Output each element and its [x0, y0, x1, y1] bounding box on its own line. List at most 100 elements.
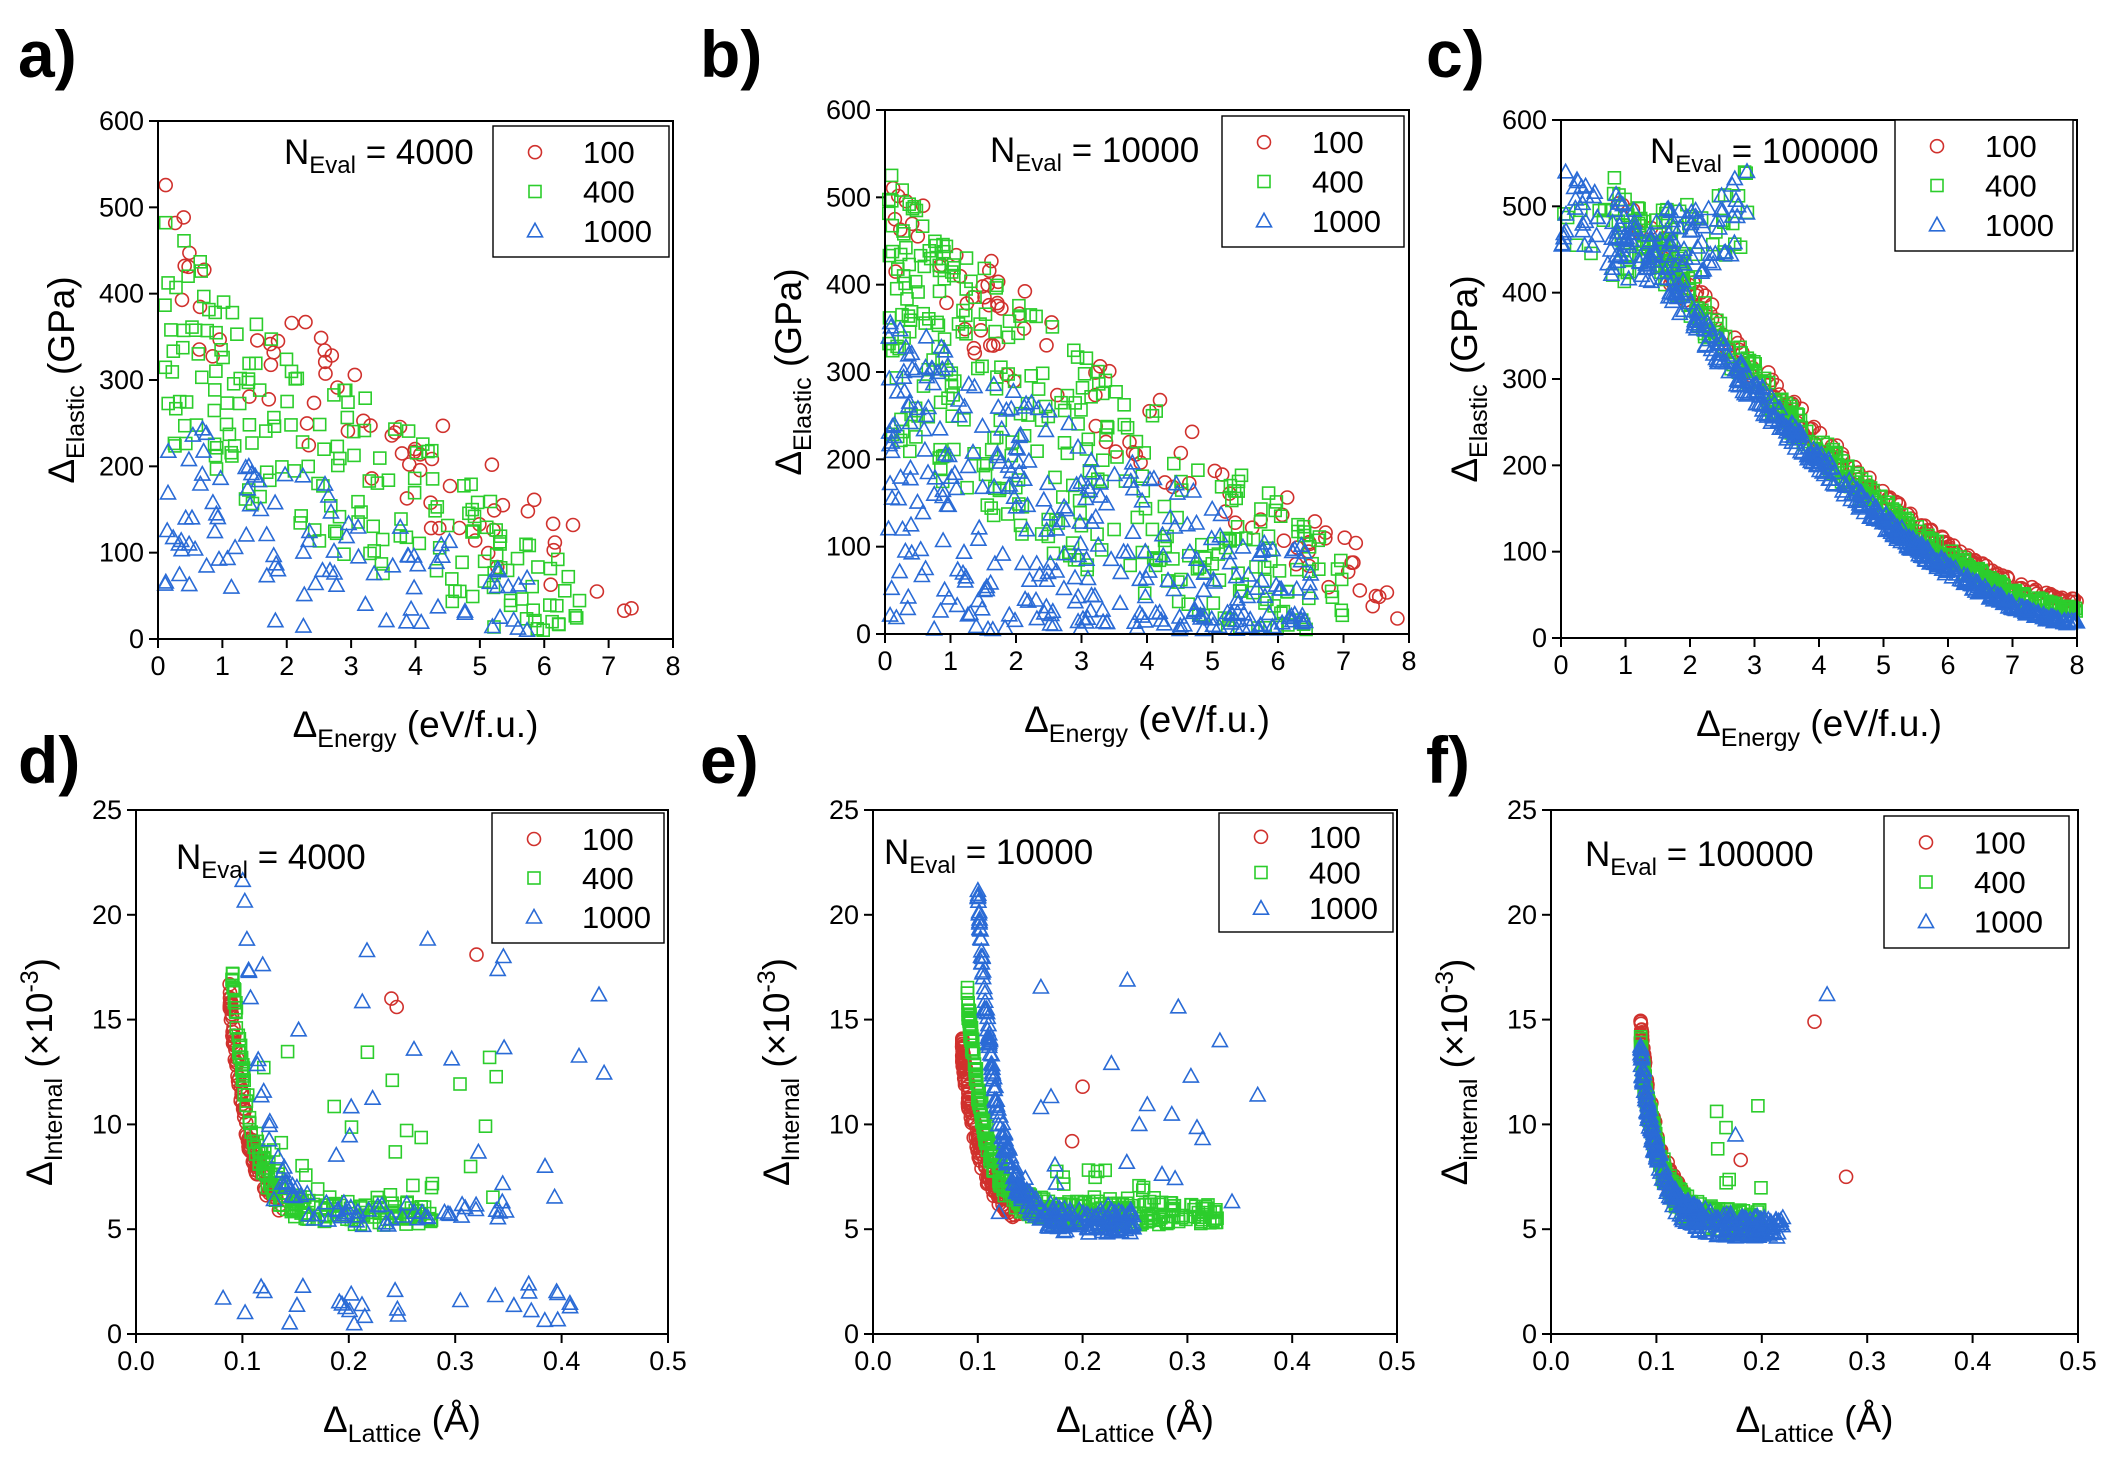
data-point: [462, 506, 476, 521]
data-point: [519, 1274, 538, 1291]
legend-marker: [527, 144, 543, 160]
data-point: [1222, 603, 1241, 620]
data-point: [1711, 200, 1730, 217]
data-point: [341, 395, 355, 410]
plot-frame: [135, 809, 669, 1335]
data-point: [982, 1054, 1001, 1071]
data-point: [377, 611, 396, 628]
data-point: [890, 339, 904, 354]
data-point: [518, 621, 536, 638]
data-point: [1149, 404, 1163, 418]
data-point: [442, 478, 458, 494]
data-point: [487, 1201, 506, 1217]
data-point: [158, 215, 173, 230]
data-point: [1654, 1160, 1672, 1177]
data-point: [1167, 456, 1181, 471]
x-tick-label: 7: [601, 651, 616, 681]
data-point: [1098, 1163, 1112, 1178]
data-point: [957, 412, 971, 427]
data-point: [972, 929, 990, 946]
data-point: [180, 534, 198, 551]
data-point: [971, 1083, 986, 1098]
data-point: [216, 350, 230, 365]
x-tick-label: 4: [1811, 650, 1826, 680]
data-point: [989, 397, 1008, 414]
data-point: [495, 1038, 513, 1055]
series-400: [158, 215, 587, 638]
data-point: [1799, 445, 1817, 462]
data-point: [1730, 376, 1748, 393]
data-point: [1688, 1197, 1707, 1214]
data-point: [899, 587, 918, 604]
data-point: [901, 413, 919, 430]
data-point: [1156, 1209, 1171, 1224]
data-point: [1726, 1125, 1745, 1142]
data-point: [1916, 550, 1934, 567]
data-point: [1833, 481, 1852, 498]
y-tick-label: 100: [826, 532, 871, 562]
data-point: [226, 980, 240, 995]
data-point: [1622, 264, 1637, 279]
data-point: [970, 361, 985, 376]
x-tick-label: 3: [344, 651, 359, 681]
data-point: [1206, 596, 1221, 610]
data-point: [1195, 581, 1213, 598]
legend-box: [1221, 115, 1405, 248]
data-point: [1221, 613, 1240, 630]
data-point: [1054, 395, 1068, 410]
data-point: [193, 255, 207, 269]
data-point: [890, 562, 909, 579]
data-point: [970, 909, 989, 926]
data-point: [324, 348, 340, 363]
data-point: [376, 1213, 395, 1230]
data-point: [1030, 444, 1044, 459]
x-tick-label: 0.5: [649, 1346, 687, 1376]
data-point: [1184, 424, 1200, 440]
data-point: [1700, 316, 1718, 333]
data-point: [1072, 473, 1090, 490]
data-point: [1592, 203, 1606, 218]
x-tick-label: 3: [1074, 646, 1089, 676]
data-point: [1720, 348, 1738, 365]
data-point: [1733, 240, 1748, 254]
data-point: [1283, 542, 1302, 559]
legend-marker: [1919, 875, 1933, 889]
data-point: [208, 383, 222, 397]
data-point: [260, 1130, 279, 1147]
data-point: [989, 1103, 1007, 1120]
data-point: [231, 1028, 246, 1043]
data-point: [288, 1296, 306, 1312]
data-point: [1747, 383, 1766, 400]
data-point: [518, 568, 536, 585]
data-point: [236, 458, 255, 475]
data-point: [374, 557, 389, 571]
data-point: [284, 418, 298, 432]
y-tick-label: 500: [99, 192, 144, 222]
data-point: [1663, 1179, 1682, 1196]
data-point: [1131, 570, 1149, 587]
data-point: [1132, 1178, 1146, 1193]
data-point: [317, 1193, 336, 1210]
data-point: [1723, 1213, 1742, 1229]
data-point: [1051, 516, 1066, 530]
data-point: [1699, 199, 1718, 216]
data-point: [1064, 1133, 1080, 1149]
data-point: [1037, 421, 1055, 438]
data-point: [399, 1123, 414, 1138]
data-point: [1032, 977, 1050, 994]
x-tick-label: 0.5: [2059, 1346, 2097, 1376]
data-point: [1007, 497, 1025, 514]
legend-marker: [1256, 134, 1272, 150]
x-tick-label: 4: [1139, 646, 1154, 676]
data-point: [1614, 195, 1632, 212]
data-point: [1184, 481, 1203, 498]
data-point: [931, 419, 949, 436]
data-point: [193, 419, 212, 436]
data-point: [1067, 343, 1081, 358]
data-point: [313, 1201, 328, 1215]
data-point: [222, 427, 237, 442]
data-point: [325, 541, 343, 558]
data-point: [158, 521, 177, 538]
data-point: [1663, 211, 1682, 228]
data-point: [1062, 545, 1076, 560]
